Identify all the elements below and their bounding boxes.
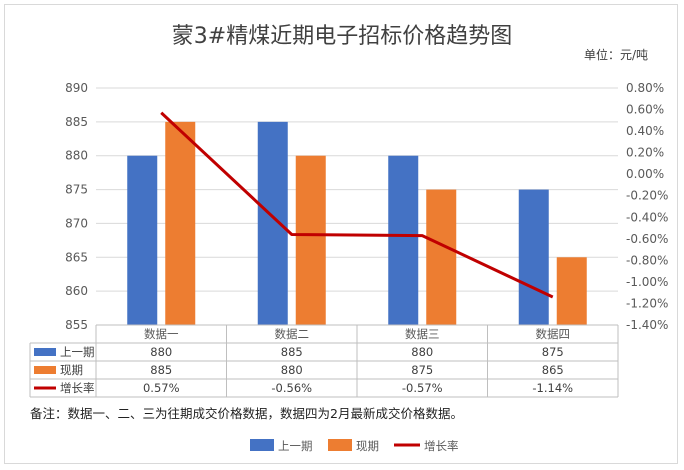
y2-tick-label: -0.60% (626, 232, 668, 246)
unit-label: 单位：元/吨 (583, 48, 648, 62)
table-cell: 885 (150, 363, 172, 377)
y-tick-label: 890 (65, 81, 88, 95)
bar-curr (556, 257, 587, 325)
y-tick-label: 870 (65, 216, 88, 230)
x-category-label: 数据一 (144, 327, 179, 341)
legend-prev-swatch (250, 439, 274, 451)
y2-tick-label: -1.20% (626, 296, 668, 310)
legend-curr-swatch (328, 439, 352, 451)
bar-prev (388, 155, 419, 325)
legend-growth-label: 增长率 (424, 439, 459, 453)
y2-tick-label: 0.20% (626, 146, 664, 160)
y-tick-label: 865 (65, 250, 88, 264)
table-cell: 0.57% (143, 381, 180, 395)
bar-prev (257, 121, 288, 325)
chart-title: 蒙3#精煤近期电子招标价格趋势图 (171, 24, 513, 49)
table-row-label: 现期 (60, 363, 83, 377)
table-cell: 875 (542, 345, 564, 359)
growth-line (160, 111, 554, 299)
x-category-label: 数据三 (405, 327, 440, 341)
y-tick-label: 880 (65, 149, 88, 163)
y2-tick-label: -0.40% (626, 210, 668, 224)
y-tick-label: 860 (65, 284, 88, 298)
y2-tick-label: 0.80% (626, 81, 664, 95)
table-row-label: 上一期 (60, 345, 95, 359)
y2-tick-label: -1.40% (626, 318, 668, 332)
x-category-label: 数据四 (536, 327, 571, 341)
bar-curr (165, 121, 196, 325)
table-cell: 865 (542, 363, 564, 377)
bar-curr (295, 155, 326, 325)
legend-curr-label: 现期 (356, 439, 379, 453)
table-cell: 885 (281, 345, 303, 359)
y2-tick-label: -0.80% (626, 253, 668, 267)
table-cell: 875 (411, 363, 433, 377)
bar-prev (127, 155, 158, 325)
y-tick-label: 885 (65, 115, 88, 129)
table-row-label: 增长率 (60, 381, 95, 395)
table-cell: 880 (281, 363, 303, 377)
table-cell: -0.56% (271, 381, 312, 395)
legend-key-prev (34, 348, 56, 356)
table-cell: 880 (150, 345, 172, 359)
chart-frame (4, 4, 678, 464)
x-category-label: 数据二 (275, 327, 310, 341)
footnote: 备注：数据一、二、三为往期成交价格数据，数据四为2月最新成交价格数据。 (30, 406, 463, 421)
legend-prev-label: 上一期 (278, 439, 313, 453)
y-tick-label: 875 (65, 183, 88, 197)
y2-tick-label: -0.20% (626, 189, 668, 203)
bar-curr (426, 189, 457, 325)
y2-tick-label: -1.00% (626, 275, 668, 289)
y2-tick-label: 0.00% (626, 167, 664, 181)
table-cell: -0.57% (402, 381, 443, 395)
y-tick-label: 855 (65, 318, 88, 332)
table-cell: 880 (411, 345, 433, 359)
y2-tick-label: 0.60% (626, 103, 664, 117)
table-cell: -1.14% (532, 381, 573, 395)
bar-prev (518, 189, 549, 325)
legend-key-curr (34, 366, 56, 374)
y2-tick-label: 0.40% (626, 124, 664, 138)
